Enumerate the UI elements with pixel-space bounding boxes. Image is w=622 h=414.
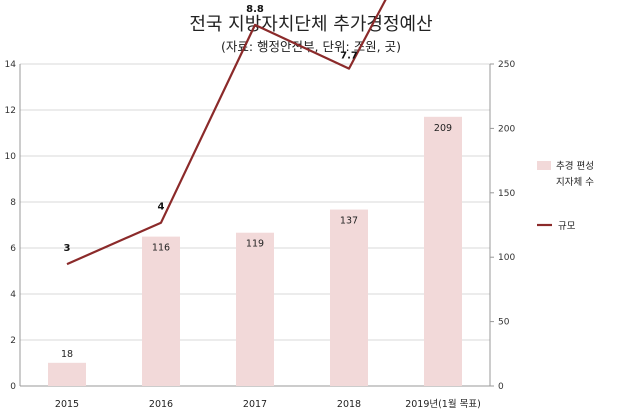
bar-data-label: 137 bbox=[340, 216, 358, 227]
y-right-tick-label: 150 bbox=[498, 189, 515, 199]
chart-title: 전국 지방자치단체 추가경정예산 bbox=[189, 14, 433, 35]
x-tick-label: 2017 bbox=[243, 399, 267, 410]
chart-subtitle: (자료: 행정안전부, 단위: 조원, 곳) bbox=[220, 39, 402, 54]
y-right-tick-label: 250 bbox=[498, 60, 515, 70]
legend-line-label: 규모 bbox=[558, 221, 576, 232]
bar bbox=[330, 209, 368, 386]
x-tick-label: 2016 bbox=[149, 399, 173, 410]
y-right-tick-label: 50 bbox=[498, 318, 510, 328]
y-left-tick-label: 8 bbox=[10, 198, 16, 208]
gridlines bbox=[20, 63, 490, 341]
bar bbox=[142, 236, 180, 386]
line-series bbox=[66, 0, 387, 266]
x-tick-label: 2019년(1월 목표) bbox=[405, 398, 481, 410]
y-left-tick-label: 0 bbox=[10, 382, 16, 392]
line-data-label: 3 bbox=[64, 243, 71, 254]
legend-bar-label-line: 지자체 수 bbox=[556, 177, 594, 188]
legend-bar-label-line: 추경 편성 bbox=[556, 160, 594, 172]
y-left-tick-label: 14 bbox=[5, 60, 17, 70]
x-tick-label: 2015 bbox=[55, 399, 79, 410]
legend-bar-swatch bbox=[537, 161, 551, 170]
x-tick-label: 2018 bbox=[337, 399, 361, 410]
bar-data-label: 119 bbox=[246, 239, 264, 250]
axes: 0 2 4 6 8 10 12 14 0 50 100 150 200 250 2015 2016 2017 20… bbox=[5, 60, 516, 410]
bar-data-label: 18 bbox=[61, 349, 73, 360]
y-left-tick-label: 10 bbox=[5, 152, 17, 162]
y-left-tick-label: 12 bbox=[5, 106, 16, 116]
y-right-tick-label: 200 bbox=[498, 124, 515, 134]
bar bbox=[48, 362, 86, 386]
line-data-label: 8.8 bbox=[246, 4, 264, 15]
y-right-tick-label: 0 bbox=[498, 382, 504, 392]
y-left-tick-label: 4 bbox=[10, 290, 16, 300]
bar-series bbox=[48, 116, 462, 387]
bar-data-label: 116 bbox=[152, 243, 170, 254]
line-path bbox=[66, 0, 387, 266]
bar bbox=[236, 232, 274, 386]
y-left-tick-label: 6 bbox=[10, 244, 16, 254]
y-right-tick-label: 100 bbox=[498, 253, 515, 263]
bar-data-label: 209 bbox=[434, 123, 452, 134]
y-left-tick-label: 2 bbox=[10, 336, 16, 346]
bar bbox=[424, 116, 462, 387]
line-data-label: 7.7 bbox=[340, 51, 358, 62]
line-data-label: 4 bbox=[158, 202, 165, 213]
